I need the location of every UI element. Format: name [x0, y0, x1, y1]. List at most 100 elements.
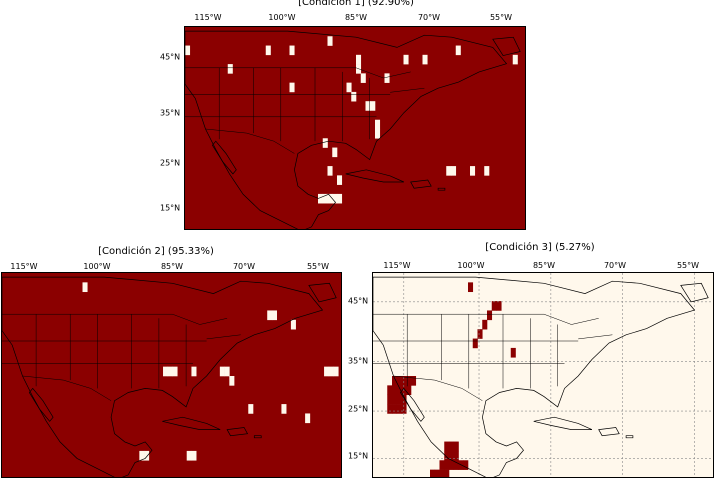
grid-cell	[267, 310, 273, 321]
map-title-2: [Condición 2] (95.33%)	[98, 246, 214, 257]
grid-cell	[396, 394, 402, 405]
coastline	[345, 169, 405, 183]
grid-cell	[305, 413, 311, 424]
grid-cell	[289, 82, 295, 93]
x-tick: 115°W	[194, 13, 222, 22]
grid-cell	[144, 450, 150, 461]
grid-cell	[185, 45, 191, 56]
coastline	[185, 30, 508, 229]
x-tick: 115°W	[383, 261, 411, 270]
grid-cell	[401, 376, 407, 386]
grid-cell	[248, 404, 254, 414]
grid-cell	[351, 91, 357, 102]
coastline	[162, 416, 221, 430]
grid-cell	[327, 166, 333, 176]
x-tick: 70°W	[232, 262, 256, 271]
y-tick: 35°N	[160, 108, 181, 118]
grid-cell	[191, 450, 197, 461]
coastline	[598, 427, 620, 437]
coastline	[625, 435, 634, 439]
grid-cell	[451, 166, 457, 176]
coastline	[680, 282, 709, 303]
grid-cell	[477, 329, 483, 339]
grid-cell	[229, 376, 235, 386]
grid-cell	[265, 45, 271, 56]
grid-cell	[227, 64, 233, 74]
grid-cell	[332, 147, 338, 158]
grid-cell	[444, 460, 450, 470]
grid-cell	[139, 450, 145, 461]
x-tick: 85°W	[532, 261, 556, 270]
y-tick: 15°N	[348, 451, 369, 461]
map-background	[185, 27, 525, 229]
grid-cell	[186, 450, 192, 461]
grid-cell	[491, 301, 497, 311]
map-title-1: [Condición 1] (92.90%)	[298, 0, 414, 8]
grid-cell	[370, 101, 376, 111]
grid-cell	[392, 394, 398, 405]
grid-cell	[439, 460, 445, 470]
grid-cell	[468, 282, 474, 293]
coastline	[410, 179, 432, 189]
x-tick: 100°W	[457, 261, 485, 270]
grid-cell	[510, 347, 516, 358]
grid-cell	[449, 441, 455, 452]
grid-cell	[281, 404, 287, 414]
grid-cell	[463, 460, 469, 470]
grid-cell	[482, 319, 488, 330]
border-line	[390, 87, 425, 93]
border-line	[206, 334, 241, 340]
x-tick: 85°W	[160, 262, 184, 271]
grid-cell	[271, 310, 277, 321]
x-tick: 100°W	[268, 13, 296, 22]
grid-cell	[439, 469, 445, 477]
grid-cell	[455, 45, 461, 56]
grid-cell	[406, 376, 412, 386]
grid-cell	[512, 54, 518, 65]
grid-cell	[387, 404, 393, 414]
grid-cell	[356, 54, 362, 65]
border-line	[22, 375, 112, 401]
coastline	[253, 435, 262, 439]
x-tick: 115°W	[10, 262, 38, 271]
grid-cell	[434, 469, 440, 477]
grid-cell	[375, 129, 381, 139]
grid-cell	[453, 450, 459, 461]
grid-cell	[392, 404, 398, 414]
grid-cell	[446, 166, 452, 176]
x-tick: 70°W	[603, 261, 627, 270]
grid-cell	[327, 36, 333, 46]
grid-cell	[346, 82, 352, 93]
border-line	[205, 128, 295, 154]
grid-cell	[444, 450, 450, 461]
grid-cell	[396, 404, 402, 414]
grid-cell	[453, 460, 459, 470]
grid-cell	[290, 319, 296, 330]
grid-cell	[375, 119, 381, 130]
x-tick: 55°W	[676, 261, 700, 270]
x-tick: 55°W	[306, 262, 330, 271]
map-title-3: [Condición 3] (5.27%)	[485, 242, 595, 253]
grid-cell	[332, 193, 338, 204]
coastline	[437, 187, 446, 191]
coastline	[2, 276, 324, 477]
map-frame-2	[1, 272, 342, 478]
grid-cell	[328, 366, 334, 377]
coastline	[533, 416, 593, 430]
grid-cell	[487, 310, 493, 321]
grid-cell	[396, 385, 402, 396]
grid-cell	[327, 193, 333, 204]
grid-cell	[401, 404, 407, 414]
grid-cell	[337, 175, 343, 185]
grid-cell	[322, 138, 328, 148]
coastline	[226, 427, 249, 437]
grid-cell	[411, 376, 417, 386]
grid-cell	[449, 450, 455, 461]
grid-cell	[322, 193, 328, 204]
coastline	[492, 36, 521, 56]
grid-cell	[392, 376, 398, 386]
grid-cell	[172, 366, 178, 377]
border-line	[172, 313, 228, 325]
coastline	[373, 276, 696, 477]
y-tick: 25°N	[160, 158, 181, 168]
